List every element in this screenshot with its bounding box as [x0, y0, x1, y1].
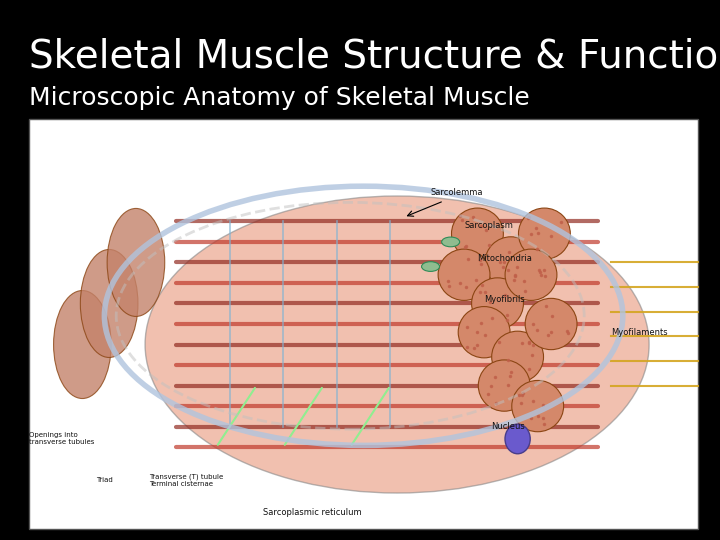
Ellipse shape [451, 208, 503, 259]
Ellipse shape [53, 291, 111, 399]
Text: Sarcolemma: Sarcolemma [431, 188, 483, 197]
Ellipse shape [505, 424, 530, 454]
Ellipse shape [422, 262, 440, 272]
Text: Sarcoplasm: Sarcoplasm [464, 221, 513, 230]
Text: Openings into
transverse tubules: Openings into transverse tubules [29, 433, 94, 446]
FancyBboxPatch shape [29, 119, 698, 529]
Ellipse shape [107, 208, 165, 316]
Text: Sarcoplasmic reticulum: Sarcoplasmic reticulum [264, 508, 361, 517]
Text: Myofilaments: Myofilaments [611, 328, 668, 337]
Text: Microscopic Anatomy of Skeletal Muscle: Microscopic Anatomy of Skeletal Muscle [29, 86, 529, 110]
Text: Skeletal Muscle Structure & Function: Skeletal Muscle Structure & Function [29, 38, 720, 76]
Text: Myofibrils: Myofibrils [484, 295, 525, 304]
Ellipse shape [81, 249, 138, 357]
Text: Nucleus: Nucleus [491, 422, 525, 431]
Ellipse shape [472, 278, 523, 329]
Ellipse shape [458, 307, 510, 358]
Ellipse shape [478, 360, 530, 411]
Ellipse shape [505, 249, 557, 300]
Ellipse shape [518, 208, 570, 259]
Text: Mitochondria: Mitochondria [477, 254, 532, 263]
Ellipse shape [438, 249, 490, 300]
Text: Triad: Triad [96, 477, 112, 483]
Ellipse shape [485, 237, 537, 288]
Ellipse shape [145, 196, 649, 493]
Text: Transverse (T) tubule
Terminal cisternae: Transverse (T) tubule Terminal cisternae [149, 473, 224, 487]
Ellipse shape [492, 331, 544, 382]
Ellipse shape [512, 380, 564, 432]
Ellipse shape [525, 298, 577, 350]
Ellipse shape [441, 237, 459, 247]
